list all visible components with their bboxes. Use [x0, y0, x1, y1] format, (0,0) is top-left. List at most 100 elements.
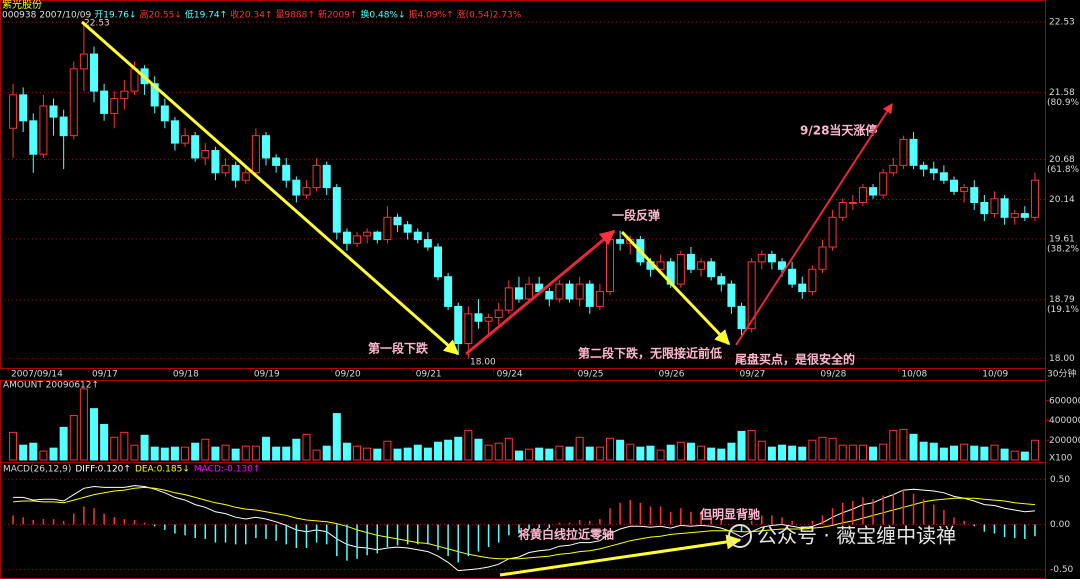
candle-body — [1000, 198, 1009, 218]
stock-name: 紫光股份 — [2, 0, 42, 11]
volume-bar — [140, 434, 149, 461]
candle-body — [79, 53, 88, 70]
volume-bar — [606, 437, 614, 461]
candle-body — [444, 276, 453, 307]
candle-body — [889, 164, 898, 174]
candle-body — [454, 305, 463, 345]
candle-body — [39, 105, 48, 155]
watermark-icon — [728, 524, 752, 548]
marks: 18.00 18.79 19.61 20.14 20.68 21.58 22.53 (19.1… — [0, 18, 1080, 575]
candle-body — [707, 261, 716, 278]
volume-bar — [39, 450, 48, 461]
y-tick-label: 200000 — [1049, 436, 1080, 446]
header-field: 振4.09%↑ — [409, 9, 454, 21]
volume-bar — [707, 447, 716, 461]
candle-body — [201, 150, 210, 159]
volume-bar — [585, 446, 594, 461]
arrow-up-2 — [735, 103, 893, 346]
candle-body — [413, 231, 422, 241]
candle-body — [737, 305, 746, 330]
y-tick-label: 0.00 — [1050, 520, 1070, 530]
volume-bar — [272, 446, 281, 461]
volume-bar — [616, 439, 625, 461]
y-tick-label: 20.14 — [1049, 195, 1075, 205]
x-tick-label: 10/08 — [901, 370, 927, 380]
candle-body — [29, 120, 38, 155]
x-tick-label: 09/20 — [335, 370, 361, 380]
volume-bar — [676, 441, 685, 461]
volume-bar — [919, 441, 928, 461]
candle-body — [353, 235, 362, 244]
volume-bar — [970, 445, 979, 461]
volume-bar — [130, 444, 139, 461]
volume-bar — [686, 442, 695, 461]
candle-body — [59, 116, 68, 137]
candle-body — [778, 261, 786, 270]
y-tick-label: 600000 — [1049, 396, 1080, 406]
volume-bar — [525, 448, 534, 461]
candle-body — [170, 120, 179, 144]
candle-body — [434, 246, 442, 278]
candle-body — [494, 309, 503, 319]
panel-frames — [0, 0, 1046, 579]
candle-body — [342, 231, 351, 244]
header-field: 涨(0.54)2.73% — [457, 10, 522, 21]
candle-body — [90, 53, 98, 92]
y-tick-label: 20.68 — [1049, 155, 1075, 165]
volume-bar — [59, 426, 68, 461]
annotation: 第二段下跌，无限接近前低 — [578, 346, 722, 361]
candle-body — [838, 201, 847, 218]
volume-bar — [160, 447, 169, 461]
x-tick-label: 09/28 — [820, 370, 846, 380]
candle-body — [606, 239, 614, 293]
volume-bar — [666, 444, 675, 461]
y-tick-label: 0.50 — [1050, 475, 1070, 485]
volume-bar — [545, 448, 554, 461]
candle-body — [322, 164, 331, 189]
y-tick-label: -0.50 — [1050, 565, 1074, 575]
candle-body — [69, 68, 78, 137]
volume-bar — [282, 446, 291, 461]
candle-body — [150, 83, 159, 107]
volume-bar — [342, 442, 351, 461]
candle-body — [464, 313, 473, 345]
fib-label: (19.1%) — [1047, 305, 1080, 315]
fib-label: (38.2%) — [1047, 244, 1080, 254]
x-tick-label: 10/09 — [982, 370, 1008, 380]
x-tick-label: 09/24 — [497, 370, 523, 380]
volume-bar — [373, 448, 382, 461]
volume-bar — [292, 438, 301, 461]
legend-entry: DEA:0.185↓ — [135, 465, 190, 475]
candle-body — [686, 253, 695, 270]
volume-bar — [595, 446, 604, 461]
volume-bar — [848, 444, 857, 461]
candle-body — [879, 172, 888, 196]
volume-bar — [980, 446, 989, 461]
candle-body — [869, 187, 878, 196]
candle-body — [403, 224, 412, 233]
candle-body — [474, 313, 483, 322]
volume-bar — [403, 447, 412, 461]
arrow-down-2 — [620, 230, 731, 346]
volume-bar — [191, 442, 200, 461]
x-tick-label: 09/17 — [92, 370, 118, 380]
volume-bar — [302, 433, 311, 461]
candle-body — [302, 187, 311, 196]
candle-body — [727, 283, 736, 307]
x-tick-label: 09/26 — [659, 370, 685, 380]
candle-body — [808, 268, 817, 293]
volume-bar — [939, 447, 948, 461]
volume-bar — [929, 442, 938, 461]
candle-body — [858, 187, 867, 203]
candle-body — [332, 187, 341, 233]
annotation: 一段反弹 — [612, 208, 660, 223]
candle-body — [616, 239, 625, 244]
watermark-text: 公众号 · 薇宝缠中读禅 — [757, 524, 956, 548]
macd-line — [13, 486, 1035, 560]
candle-body — [848, 201, 857, 204]
candle-body — [585, 283, 594, 307]
candle-body — [231, 164, 240, 181]
volume-bar — [869, 446, 878, 461]
candle-body — [181, 135, 190, 144]
candle-body — [656, 261, 665, 270]
